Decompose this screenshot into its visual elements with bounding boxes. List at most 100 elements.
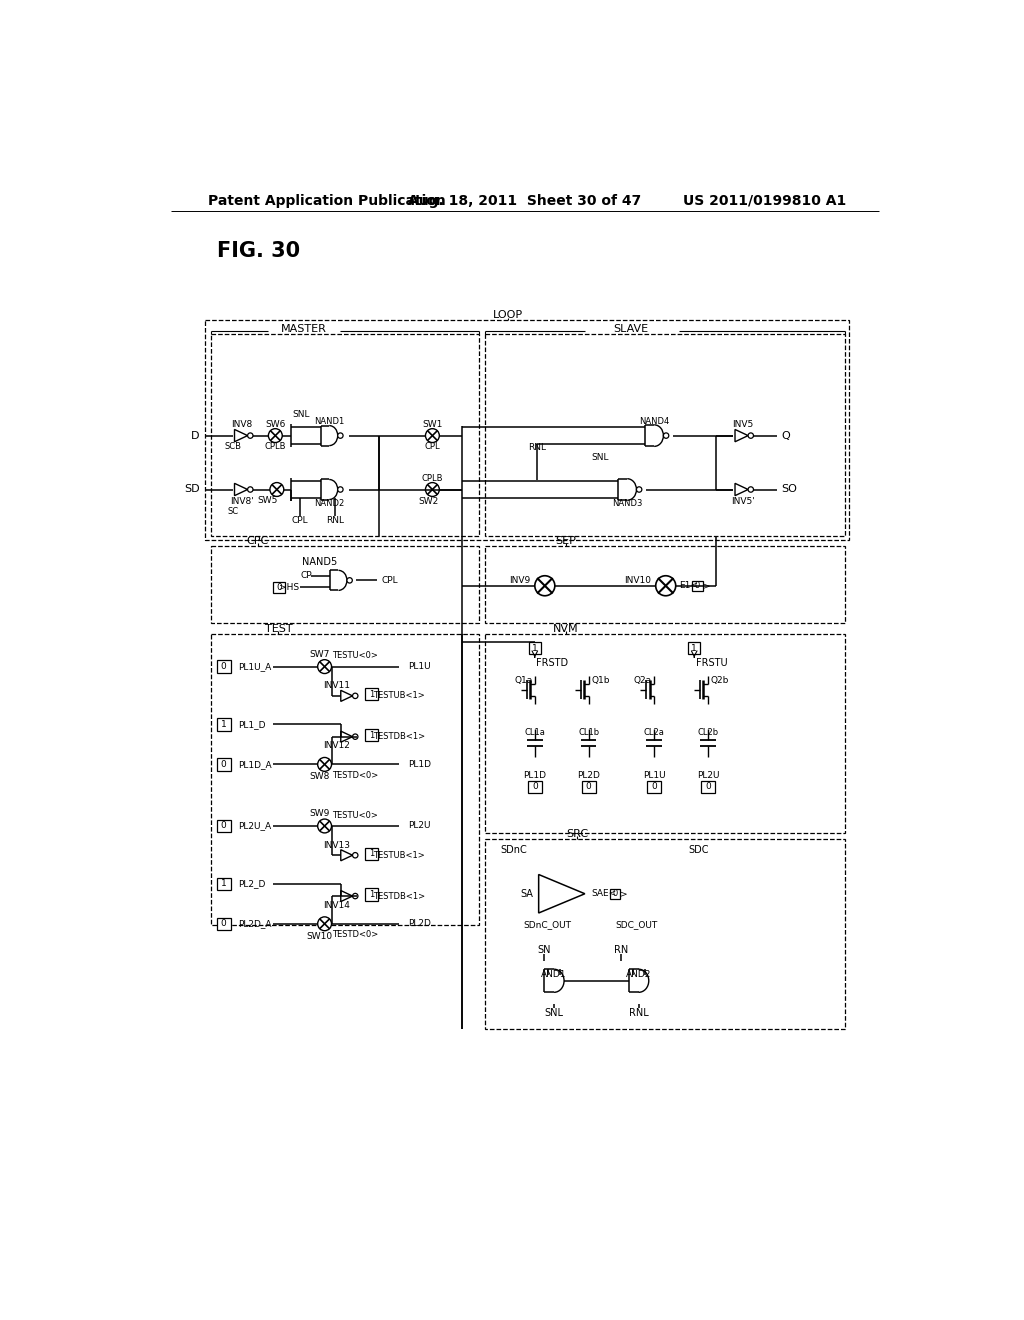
Text: TESTU<0>: TESTU<0> (333, 651, 378, 660)
Bar (688, 642, 700, 655)
Text: Patent Application Publication: Patent Application Publication (208, 194, 445, 207)
Circle shape (338, 487, 343, 492)
Text: SDC: SDC (689, 845, 710, 855)
Circle shape (268, 429, 283, 442)
Bar (582, 780, 596, 793)
Circle shape (317, 758, 332, 771)
Text: SW9: SW9 (309, 809, 330, 818)
Bar (211, 546, 478, 623)
Bar (217, 917, 230, 929)
Text: PL1U: PL1U (408, 663, 430, 671)
Text: 1: 1 (369, 731, 374, 739)
Bar (647, 780, 662, 793)
Text: FIG. 30: FIG. 30 (217, 240, 300, 261)
Text: PL1_D: PL1_D (239, 719, 266, 729)
Text: 1: 1 (221, 719, 226, 729)
Bar (692, 581, 702, 591)
Text: 0: 0 (706, 783, 711, 791)
Text: PL2U: PL2U (696, 771, 719, 780)
Text: Q1a: Q1a (514, 676, 532, 685)
Text: CP: CP (300, 572, 312, 581)
Text: TESTD<0>: TESTD<0> (332, 931, 379, 939)
Text: 0: 0 (221, 919, 226, 928)
Text: 1: 1 (369, 849, 374, 858)
Text: CPL: CPL (292, 516, 308, 525)
Circle shape (352, 693, 358, 698)
Text: PL2U_A: PL2U_A (239, 821, 271, 830)
Circle shape (347, 578, 352, 583)
Circle shape (655, 576, 676, 595)
Text: INV9: INV9 (509, 576, 530, 585)
Text: SAE<: SAE< (591, 890, 616, 898)
Bar (484, 840, 845, 1028)
Text: Aug. 18, 2011  Sheet 30 of 47: Aug. 18, 2011 Sheet 30 of 47 (409, 194, 641, 207)
Bar (217, 660, 230, 673)
Text: SDC_OUT: SDC_OUT (615, 920, 657, 929)
Bar (484, 546, 845, 623)
Text: SNL: SNL (545, 1008, 563, 1018)
Text: >: > (702, 581, 711, 590)
Bar (211, 635, 478, 925)
Circle shape (338, 433, 343, 438)
Text: SNL: SNL (293, 409, 310, 418)
Text: INV11: INV11 (324, 681, 350, 690)
Text: TESTDB<1>: TESTDB<1> (373, 733, 425, 741)
Text: AND2: AND2 (626, 970, 651, 979)
Text: CPLB: CPLB (264, 442, 286, 451)
Text: 0: 0 (586, 783, 592, 791)
Text: SW8: SW8 (309, 772, 330, 781)
Bar (205, 321, 849, 540)
Text: SW10: SW10 (306, 932, 332, 941)
Text: INV8': INV8' (230, 498, 254, 507)
Text: Q2a: Q2a (634, 676, 651, 685)
Bar (484, 635, 845, 833)
Text: TESTU<0>: TESTU<0> (333, 810, 378, 820)
Bar (273, 582, 286, 593)
Text: INV5: INV5 (732, 420, 754, 429)
Text: SW1: SW1 (422, 420, 442, 429)
Circle shape (664, 433, 669, 438)
Text: CPL: CPL (382, 576, 398, 585)
Circle shape (317, 917, 332, 931)
Text: 0: 0 (612, 890, 617, 898)
Bar (366, 688, 378, 701)
Text: CPLB: CPLB (422, 474, 443, 483)
Text: NAND1: NAND1 (314, 417, 344, 426)
Bar (366, 847, 378, 859)
Text: RN: RN (614, 945, 628, 954)
Text: SD: SD (184, 484, 200, 495)
Text: PL2D: PL2D (578, 771, 600, 780)
Bar (211, 334, 478, 536)
Bar (217, 878, 230, 890)
Text: SDnC: SDnC (500, 845, 527, 855)
Bar (528, 642, 541, 655)
Text: D: D (191, 430, 200, 441)
Text: NAND5: NAND5 (302, 557, 338, 566)
Text: 1: 1 (531, 644, 538, 652)
Bar (701, 780, 715, 793)
Text: SCB: SCB (224, 442, 242, 451)
Text: INV5': INV5' (731, 498, 755, 507)
Text: INV8: INV8 (231, 420, 253, 429)
Bar (366, 888, 378, 900)
Text: NAND4: NAND4 (639, 417, 670, 426)
Text: 0: 0 (221, 821, 226, 830)
Text: PL1D: PL1D (408, 760, 431, 768)
Bar (528, 780, 542, 793)
Text: NAND2: NAND2 (314, 499, 344, 508)
Circle shape (352, 894, 358, 899)
Text: CL2b: CL2b (697, 727, 719, 737)
Text: FRSTU: FRSTU (696, 657, 728, 668)
Text: E1<: E1< (679, 581, 697, 590)
Text: SW2: SW2 (419, 498, 438, 507)
Circle shape (352, 734, 358, 739)
Text: SW5: SW5 (257, 496, 278, 504)
Bar (366, 729, 378, 742)
Text: AND1: AND1 (542, 970, 567, 979)
Text: >HS: >HS (280, 583, 299, 591)
Text: LOOP: LOOP (493, 310, 523, 319)
Bar (217, 758, 230, 771)
Text: SDnC_OUT: SDnC_OUT (523, 920, 571, 929)
Text: 0: 0 (651, 783, 657, 791)
Circle shape (637, 487, 642, 492)
